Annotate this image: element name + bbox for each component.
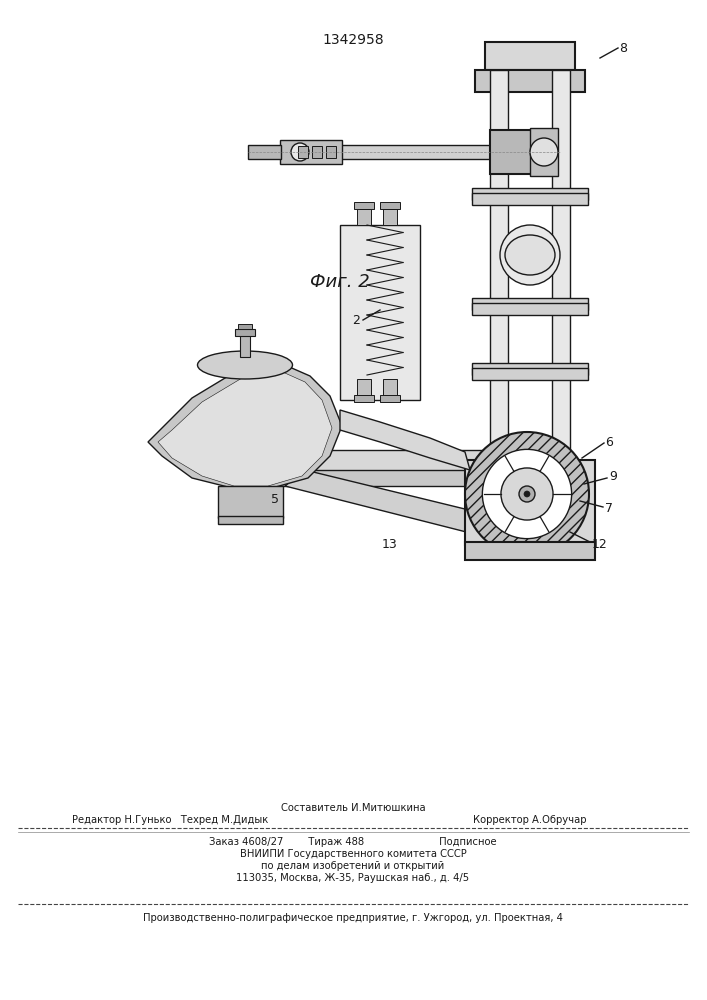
Text: 7: 7 [605,502,613,514]
Circle shape [465,432,589,556]
Text: по делам изобретений и открытий: по делам изобретений и открытий [262,861,445,871]
Circle shape [530,138,558,166]
Ellipse shape [505,235,555,275]
Bar [380,202,400,209]
Bar [238,324,252,329]
Bar [340,225,420,400]
Circle shape [482,449,572,539]
Polygon shape [285,470,510,538]
Bar [270,470,510,486]
Bar [248,145,281,159]
Bar [218,486,283,518]
Bar [383,209,397,225]
Text: Редактор Н.Гунько   Техред М.Дидык: Редактор Н.Гунько Техред М.Дидык [72,815,268,825]
Bar [485,42,575,70]
Text: Производственно-полиграфическое предприятие, г. Ужгород, ул. Проектная, 4: Производственно-полиграфическое предприя… [143,913,563,923]
Polygon shape [340,410,470,470]
Bar [472,298,588,310]
Bar [475,70,585,92]
Bar [472,368,588,380]
Bar [312,146,322,158]
Circle shape [519,486,535,502]
Bar [235,329,255,336]
Ellipse shape [197,351,293,379]
Bar [472,188,588,200]
Text: Составитель И.Митюшкина: Составитель И.Митюшкина [281,803,426,813]
Bar [357,379,371,395]
Text: 13: 13 [382,538,398,551]
Bar [357,209,371,225]
Text: Фиг. 2: Фиг. 2 [310,273,370,291]
Text: 9: 9 [609,471,617,484]
Circle shape [291,143,309,161]
Polygon shape [148,362,342,488]
Bar [380,395,400,402]
Bar [552,70,570,540]
Bar [270,450,510,472]
Circle shape [501,468,553,520]
Bar [472,193,588,205]
Text: 1342958: 1342958 [322,33,384,47]
Text: 2: 2 [352,314,360,326]
Text: 12: 12 [592,538,608,552]
Bar [530,128,558,176]
Bar [472,363,588,375]
Text: 5: 5 [271,493,279,506]
Text: Заказ 4608/27        Тираж 488                        Подписное: Заказ 4608/27 Тираж 488 Подписное [209,837,497,847]
Bar [280,140,342,164]
Bar [465,460,595,545]
Bar [218,516,283,524]
Bar [340,145,495,159]
Text: ВНИИПИ Государственного комитета СССР: ВНИИПИ Государственного комитета СССР [240,849,467,859]
Circle shape [524,491,530,497]
Text: 8: 8 [619,41,627,54]
Bar [240,335,250,357]
Bar [354,395,374,402]
Bar [465,542,595,560]
Bar [490,70,508,540]
Bar [326,146,336,158]
Bar [298,146,308,158]
Text: Корректор А.Обручар: Корректор А.Обручар [473,815,587,825]
Bar [354,202,374,209]
Bar [472,303,588,315]
Bar [383,379,397,395]
Text: 6: 6 [605,436,613,448]
Circle shape [500,225,560,285]
Bar [490,130,532,174]
Polygon shape [158,369,332,486]
Text: 113035, Москва, Ж-35, Раушская наб., д. 4/5: 113035, Москва, Ж-35, Раушская наб., д. … [236,873,469,883]
